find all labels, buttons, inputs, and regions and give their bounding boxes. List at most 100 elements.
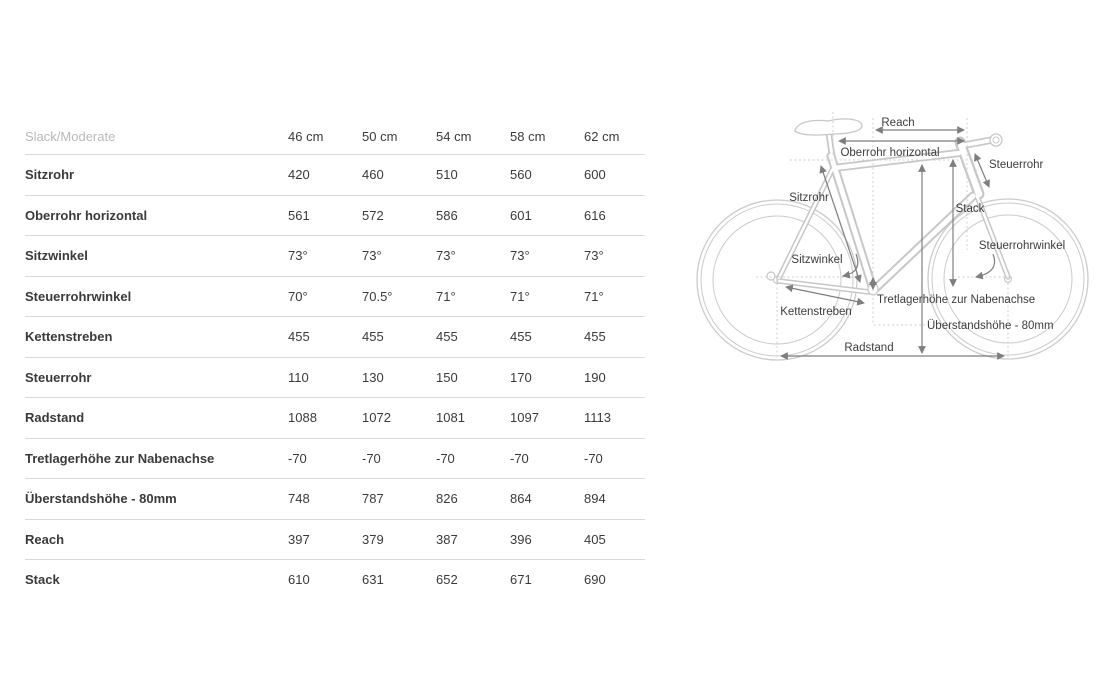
cell: 826 — [436, 478, 510, 520]
cell: 1113 — [584, 397, 645, 439]
diagram-label-tretlagerhoehe: Tretlagerhöhe zur Nabenachse — [877, 294, 1035, 306]
cell: -70 — [584, 438, 645, 479]
sitzwinkel-arc — [842, 253, 859, 279]
diagram-label-reach: Reach — [881, 117, 914, 129]
diagram-label-radstand: Radstand — [844, 342, 893, 354]
kettenstreben-arrow — [785, 284, 865, 306]
cell: -70 — [288, 438, 362, 479]
table-row: Überstandshöhe - 80mm 748 787 826 864 89… — [25, 478, 645, 520]
row-label: Sitzrohr — [25, 154, 288, 196]
sitzrohr-arrow — [819, 165, 862, 283]
diagram-label-steuerrohr: Steuerrohr — [989, 159, 1044, 171]
cell: 586 — [436, 195, 510, 236]
cell: 572 — [362, 195, 436, 236]
table-title: Slack/Moderate — [25, 119, 288, 155]
row-label: Kettenstreben — [25, 316, 288, 358]
rear-dropout — [766, 271, 776, 281]
cell: 561 — [288, 195, 362, 236]
cell: 71° — [584, 276, 645, 317]
cell: 616 — [584, 195, 645, 236]
column-header-54cm: 54 cm — [436, 119, 510, 155]
row-label: Reach — [25, 519, 288, 560]
table-header-row: Slack/Moderate 46 cm 50 cm 54 cm 58 cm 6… — [25, 119, 645, 155]
cell: 73° — [584, 235, 645, 277]
cell: 397 — [288, 519, 362, 560]
table-row: Tretlagerhöhe zur Nabenachse -70 -70 -70… — [25, 438, 645, 479]
cell: 71° — [510, 276, 584, 317]
row-label: Überstandshöhe - 80mm — [25, 478, 288, 520]
table-row: Reach 397 379 387 396 405 — [25, 519, 645, 560]
row-label: Tretlagerhöhe zur Nabenachse — [25, 438, 288, 479]
cell: 73° — [436, 235, 510, 277]
table-row: Sitzwinkel 73° 73° 73° 73° 73° — [25, 235, 645, 277]
cell: 631 — [362, 572, 384, 588]
cell: 73° — [510, 235, 584, 277]
column-header-50cm: 50 cm — [362, 119, 436, 155]
cell: 73° — [288, 235, 362, 277]
cell: 455 — [362, 316, 436, 358]
cell: 70.5° — [362, 276, 436, 317]
cell: 455 — [436, 316, 510, 358]
diagram-label-sitzrohr: Sitzrohr — [789, 192, 829, 204]
table-row: Kettenstreben 455 455 455 455 455 — [25, 316, 645, 358]
column-header-46cm: 46 cm — [288, 119, 362, 155]
cell: 405 — [584, 519, 645, 560]
cell: 787 — [362, 478, 436, 520]
table-row: Sitzrohr 420 460 510 560 600 — [25, 154, 645, 196]
cell: 455 — [510, 316, 584, 358]
diagram-label-steuerrohrwinkel: Steuerrohrwinkel — [979, 240, 1065, 252]
row-label: Stack — [25, 572, 60, 588]
table-row: Stack 610 631 652 671 690 — [25, 560, 645, 600]
cell: 894 — [584, 478, 645, 520]
cell: 748 — [288, 478, 362, 520]
cell: 560 — [510, 154, 584, 196]
cell: -70 — [362, 438, 436, 479]
cell: 864 — [510, 478, 584, 520]
cell: 110 — [288, 357, 362, 398]
cell: 601 — [510, 195, 584, 236]
geometry-table: Slack/Moderate 46 cm 50 cm 54 cm 58 cm 6… — [25, 119, 645, 600]
cell: 460 — [362, 154, 436, 196]
column-header-58cm: 58 cm — [510, 119, 584, 155]
diagram-labels: Reach Oberrohr horizontal Steuerrohr Sit… — [780, 117, 1065, 354]
dimension-arrows — [780, 126, 1005, 360]
row-label: Steuerrohrwinkel — [25, 276, 288, 317]
row-label: Radstand — [25, 397, 288, 439]
cell: 70° — [288, 276, 362, 317]
cell: 150 — [436, 357, 510, 398]
cell: 190 — [584, 357, 645, 398]
cell: 600 — [584, 154, 645, 196]
cell: 455 — [288, 316, 362, 358]
cell: 610 — [288, 572, 310, 588]
cell: 652 — [436, 572, 458, 588]
cell: 671 — [510, 572, 532, 588]
saddle — [794, 118, 863, 136]
diagram-label-stack: Stack — [956, 203, 985, 215]
cell: 690 — [584, 572, 606, 588]
row-label: Sitzwinkel — [25, 235, 288, 277]
diagram-label-kettenstreben: Kettenstreben — [780, 306, 852, 318]
cell: 73° — [362, 235, 436, 277]
cell: 1081 — [436, 397, 510, 439]
steuerrohr-arrow — [974, 153, 990, 188]
table-row: Steuerrohrwinkel 70° 70.5° 71° 71° 71° — [25, 276, 645, 317]
column-header-62cm: 62 cm — [584, 119, 645, 155]
diagram-label-sitzwinkel: Sitzwinkel — [791, 254, 842, 266]
cell: 420 — [288, 154, 362, 196]
cell: 1097 — [510, 397, 584, 439]
diagram-label-ueberstandshoehe: Überstandshöhe - 80mm — [927, 320, 1054, 332]
row-label: Oberrohr horizontal — [25, 195, 288, 236]
cell: 387 — [436, 519, 510, 560]
cell: 170 — [510, 357, 584, 398]
diagram-label-oberrohr-horizontal: Oberrohr horizontal — [840, 147, 939, 159]
cell: -70 — [510, 438, 584, 479]
cell: 1088 — [288, 397, 362, 439]
cell: 396 — [510, 519, 584, 560]
table-row: Steuerrohr 110 130 150 170 190 — [25, 357, 645, 398]
cell: 379 — [362, 519, 436, 560]
cell: 71° — [436, 276, 510, 317]
cell: 130 — [362, 357, 436, 398]
cell: 455 — [584, 316, 645, 358]
row-label: Steuerrohr — [25, 357, 288, 398]
